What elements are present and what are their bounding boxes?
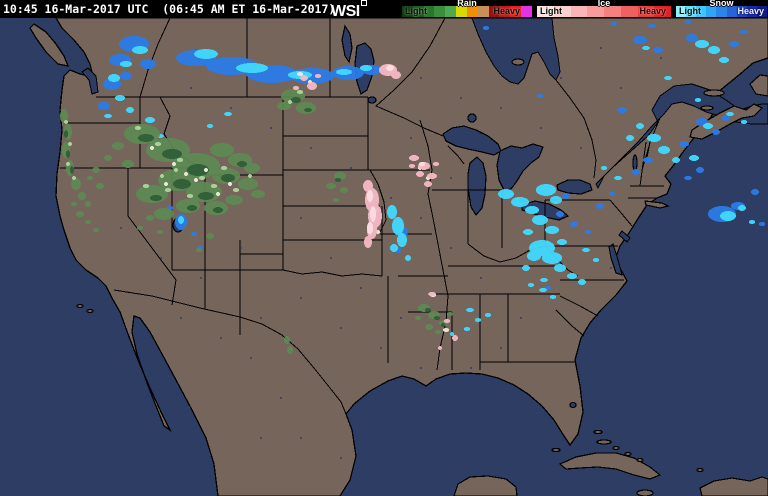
vancouver-island (29, 23, 70, 67)
florida-keys (551, 447, 561, 453)
puget-sound (81, 67, 99, 95)
wsi-logo: WSI (331, 0, 367, 21)
bahamas-andros (596, 439, 612, 445)
state-borders (60, 18, 664, 415)
chesapeake-bay (608, 243, 623, 276)
james-bay (471, 18, 561, 85)
radar-snow-bright (104, 40, 755, 336)
yucatan (453, 475, 518, 496)
lake-michigan (467, 156, 487, 217)
wsi-logo-text: WSI (331, 3, 360, 20)
anticosti-island (703, 89, 725, 97)
lake-nipigon (467, 113, 477, 123)
jamaica (636, 489, 654, 496)
prince-edward-island (700, 105, 714, 111)
lake-huron (496, 143, 544, 191)
lake-winnipegosis (341, 24, 353, 64)
long-island (644, 200, 670, 209)
legend-ice: Ice Light Heavy (536, 0, 672, 18)
header-bar: 10:45 16-Mar-2017 UTC (06:45 AM ET 16-Ma… (0, 0, 768, 21)
cuba (558, 452, 662, 480)
hispaniola (699, 476, 768, 496)
bahamas-cay3 (624, 451, 632, 457)
lake-of-the-woods (367, 96, 377, 104)
legend-rain-heavy-label: Heavy (493, 6, 520, 16)
legend-snow-bar (675, 5, 768, 18)
nova-scotia (689, 103, 764, 140)
turks-island (696, 467, 704, 473)
lake-champlain (632, 154, 638, 172)
channel-island1 (76, 303, 84, 309)
legend-snow-light-label: Light (679, 6, 701, 16)
bahamas-cay2 (612, 445, 620, 451)
lake-okeechobee (569, 401, 577, 409)
bahamas-cay4 (636, 457, 644, 463)
terrain-noise-dots (120, 47, 662, 459)
lakes (172, 24, 638, 409)
channel-island2 (86, 308, 94, 314)
radar-ice-light (367, 65, 425, 234)
legend-snow-heavy-label: Heavy (737, 6, 764, 16)
landmass (29, 18, 768, 496)
radar-map (0, 18, 768, 496)
legend-rain-bar (401, 5, 533, 18)
legend-ice-heavy-label: Heavy (639, 6, 666, 16)
continent (55, 18, 768, 496)
legend-ice-bar (536, 5, 672, 18)
legend-rain: Rain Light Heavy (401, 0, 533, 18)
wsi-logo-mark-icon (360, 0, 367, 6)
legend-ice-light-label: Light (540, 6, 562, 16)
legend-rain-title: Rain (457, 0, 477, 8)
legend-rain-light-label: Light (405, 6, 427, 16)
lake-ontario (556, 179, 593, 195)
delaware-bay (618, 230, 631, 243)
legend: Rain Light Heavy Ice Light Heavy Snow Li… (397, 0, 768, 18)
radar-rain-heavy (64, 97, 445, 327)
radar-rain-light (64, 90, 303, 198)
akimiski-island (511, 58, 525, 66)
newfoundland (749, 74, 768, 97)
bahamas-cay1 (593, 429, 603, 435)
timestamp: 10:45 16-Mar-2017 UTC (06:45 AM ET 16-Ma… (3, 2, 336, 16)
legend-snow: Snow Light Heavy (675, 0, 768, 18)
islands (76, 58, 768, 496)
legend-snow-title: Snow (709, 0, 734, 8)
legend-ice-title: Ice (597, 0, 611, 8)
